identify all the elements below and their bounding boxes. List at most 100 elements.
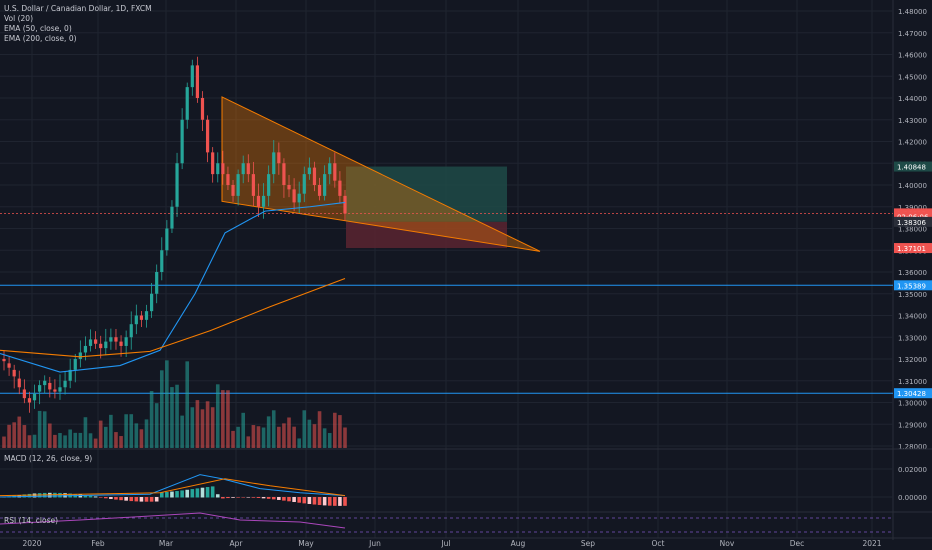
- macd-histogram-bar: [114, 497, 118, 500]
- candle-body: [53, 389, 57, 392]
- ema50-line: [0, 201, 346, 373]
- y-axis-label: 1.40000: [898, 182, 927, 190]
- volume-bar: [154, 403, 159, 448]
- volume-bar: [73, 432, 78, 448]
- macd-histogram-bar: [338, 497, 342, 506]
- y-axis-label: 1.48000: [898, 8, 927, 16]
- macd-histogram-bar: [333, 497, 337, 506]
- candle-body: [99, 343, 103, 349]
- candle-body: [251, 174, 255, 196]
- volume-bar: [205, 401, 210, 448]
- volume-bar: [144, 419, 149, 448]
- macd-histogram-bar: [88, 495, 93, 498]
- candle-body: [63, 380, 67, 388]
- y-axis-label: 1.45000: [898, 73, 927, 81]
- volume-bar: [103, 426, 108, 448]
- candle-body: [302, 174, 306, 194]
- macd-histogram-bar: [251, 497, 256, 498]
- macd-histogram-bar: [210, 486, 215, 498]
- macd-histogram-bar: [297, 497, 301, 503]
- macd-histogram-bar: [144, 497, 149, 502]
- candle-body: [261, 195, 266, 207]
- x-axis-label: Jun: [368, 539, 381, 548]
- x-axis-label: Sep: [581, 539, 595, 548]
- macd-histogram-bar: [98, 497, 103, 498]
- volume-bar: [139, 429, 144, 448]
- candle-body: [226, 174, 230, 185]
- volume-bar: [327, 433, 332, 448]
- volume-bar: [256, 426, 261, 448]
- price-tag: [894, 216, 932, 227]
- volume-bar: [98, 420, 103, 448]
- rsi-legend: RSI (14, close): [4, 516, 59, 525]
- volume-bar: [241, 412, 246, 448]
- macd-histogram-bar: [83, 495, 88, 498]
- macd-histogram-bar: [292, 497, 296, 503]
- volume-bar: [226, 390, 230, 448]
- volume-bar: [109, 414, 113, 448]
- candle-body: [119, 341, 123, 346]
- candle-body: [246, 163, 250, 175]
- price-tag-label: 1.40848: [897, 164, 926, 172]
- price-tag-label: 1.38306: [897, 219, 926, 227]
- candle-body: [144, 311, 149, 320]
- volume-bar: [63, 435, 67, 448]
- macd-signal-line: [0, 478, 346, 497]
- macd-histogram-bar: [271, 497, 276, 500]
- volume-bar: [307, 419, 312, 448]
- volume-bar: [287, 417, 291, 448]
- volume-bar: [124, 414, 128, 448]
- volume-bar: [119, 436, 123, 448]
- volume-bar: [277, 426, 281, 448]
- loss-zone: [346, 221, 507, 249]
- volume-bar: [231, 430, 235, 448]
- candle-body: [160, 250, 164, 272]
- candle-body: [328, 163, 332, 175]
- candle-body: [149, 293, 154, 312]
- y-axis-label: 1.47000: [898, 30, 927, 38]
- volume-bar: [149, 391, 154, 448]
- chart-legend: U.S. Dollar / Canadian Dollar, 1D, FXCM …: [4, 4, 152, 44]
- candle-body: [307, 167, 311, 175]
- volume-bar: [215, 384, 220, 448]
- volume-bar: [78, 432, 83, 448]
- macd-histogram-bar: [180, 490, 184, 498]
- volume-bar: [271, 410, 276, 448]
- macd-histogram-bar: [302, 497, 307, 504]
- descending-triangle: [221, 96, 541, 252]
- macd-histogram-bar: [27, 493, 32, 498]
- candle-body: [272, 152, 276, 175]
- macd-histogram-bar: [190, 489, 195, 498]
- macd-histogram-bar: [103, 497, 108, 499]
- candle-body: [205, 119, 210, 153]
- volume-bar: [2, 436, 6, 448]
- macd-histogram-bar: [200, 487, 205, 498]
- candle-body: [170, 206, 174, 229]
- candle-body: [175, 163, 179, 207]
- candle-body: [7, 363, 11, 368]
- volume-bar: [221, 390, 225, 448]
- macd-histogram-bar: [231, 497, 235, 498]
- candle-body: [282, 163, 286, 185]
- volume-bar: [32, 434, 37, 448]
- volume-bar: [292, 426, 296, 448]
- volume-bar: [343, 427, 347, 448]
- macd-histogram-bar: [317, 497, 322, 506]
- macd-histogram-bar: [307, 497, 312, 504]
- volume-bar: [236, 426, 240, 448]
- volume-bar: [12, 422, 16, 448]
- volume-bar: [58, 433, 62, 448]
- macd-legend: MACD (12, 26, close, 9): [4, 454, 93, 463]
- price-tag: [894, 161, 932, 172]
- y-axis-label: 1.34000: [898, 313, 927, 321]
- candle-body: [114, 337, 118, 342]
- candle-body: [343, 195, 347, 214]
- candle-body: [287, 185, 291, 190]
- macd-histogram-bar: [93, 496, 98, 498]
- volume-bar: [42, 411, 47, 448]
- candle-body: [17, 378, 21, 388]
- volume-bar: [27, 435, 32, 448]
- candle-body: [78, 352, 82, 359]
- candle-body: [129, 324, 133, 338]
